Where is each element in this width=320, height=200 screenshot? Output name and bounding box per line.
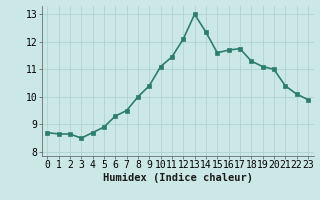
X-axis label: Humidex (Indice chaleur): Humidex (Indice chaleur) [103, 173, 252, 183]
